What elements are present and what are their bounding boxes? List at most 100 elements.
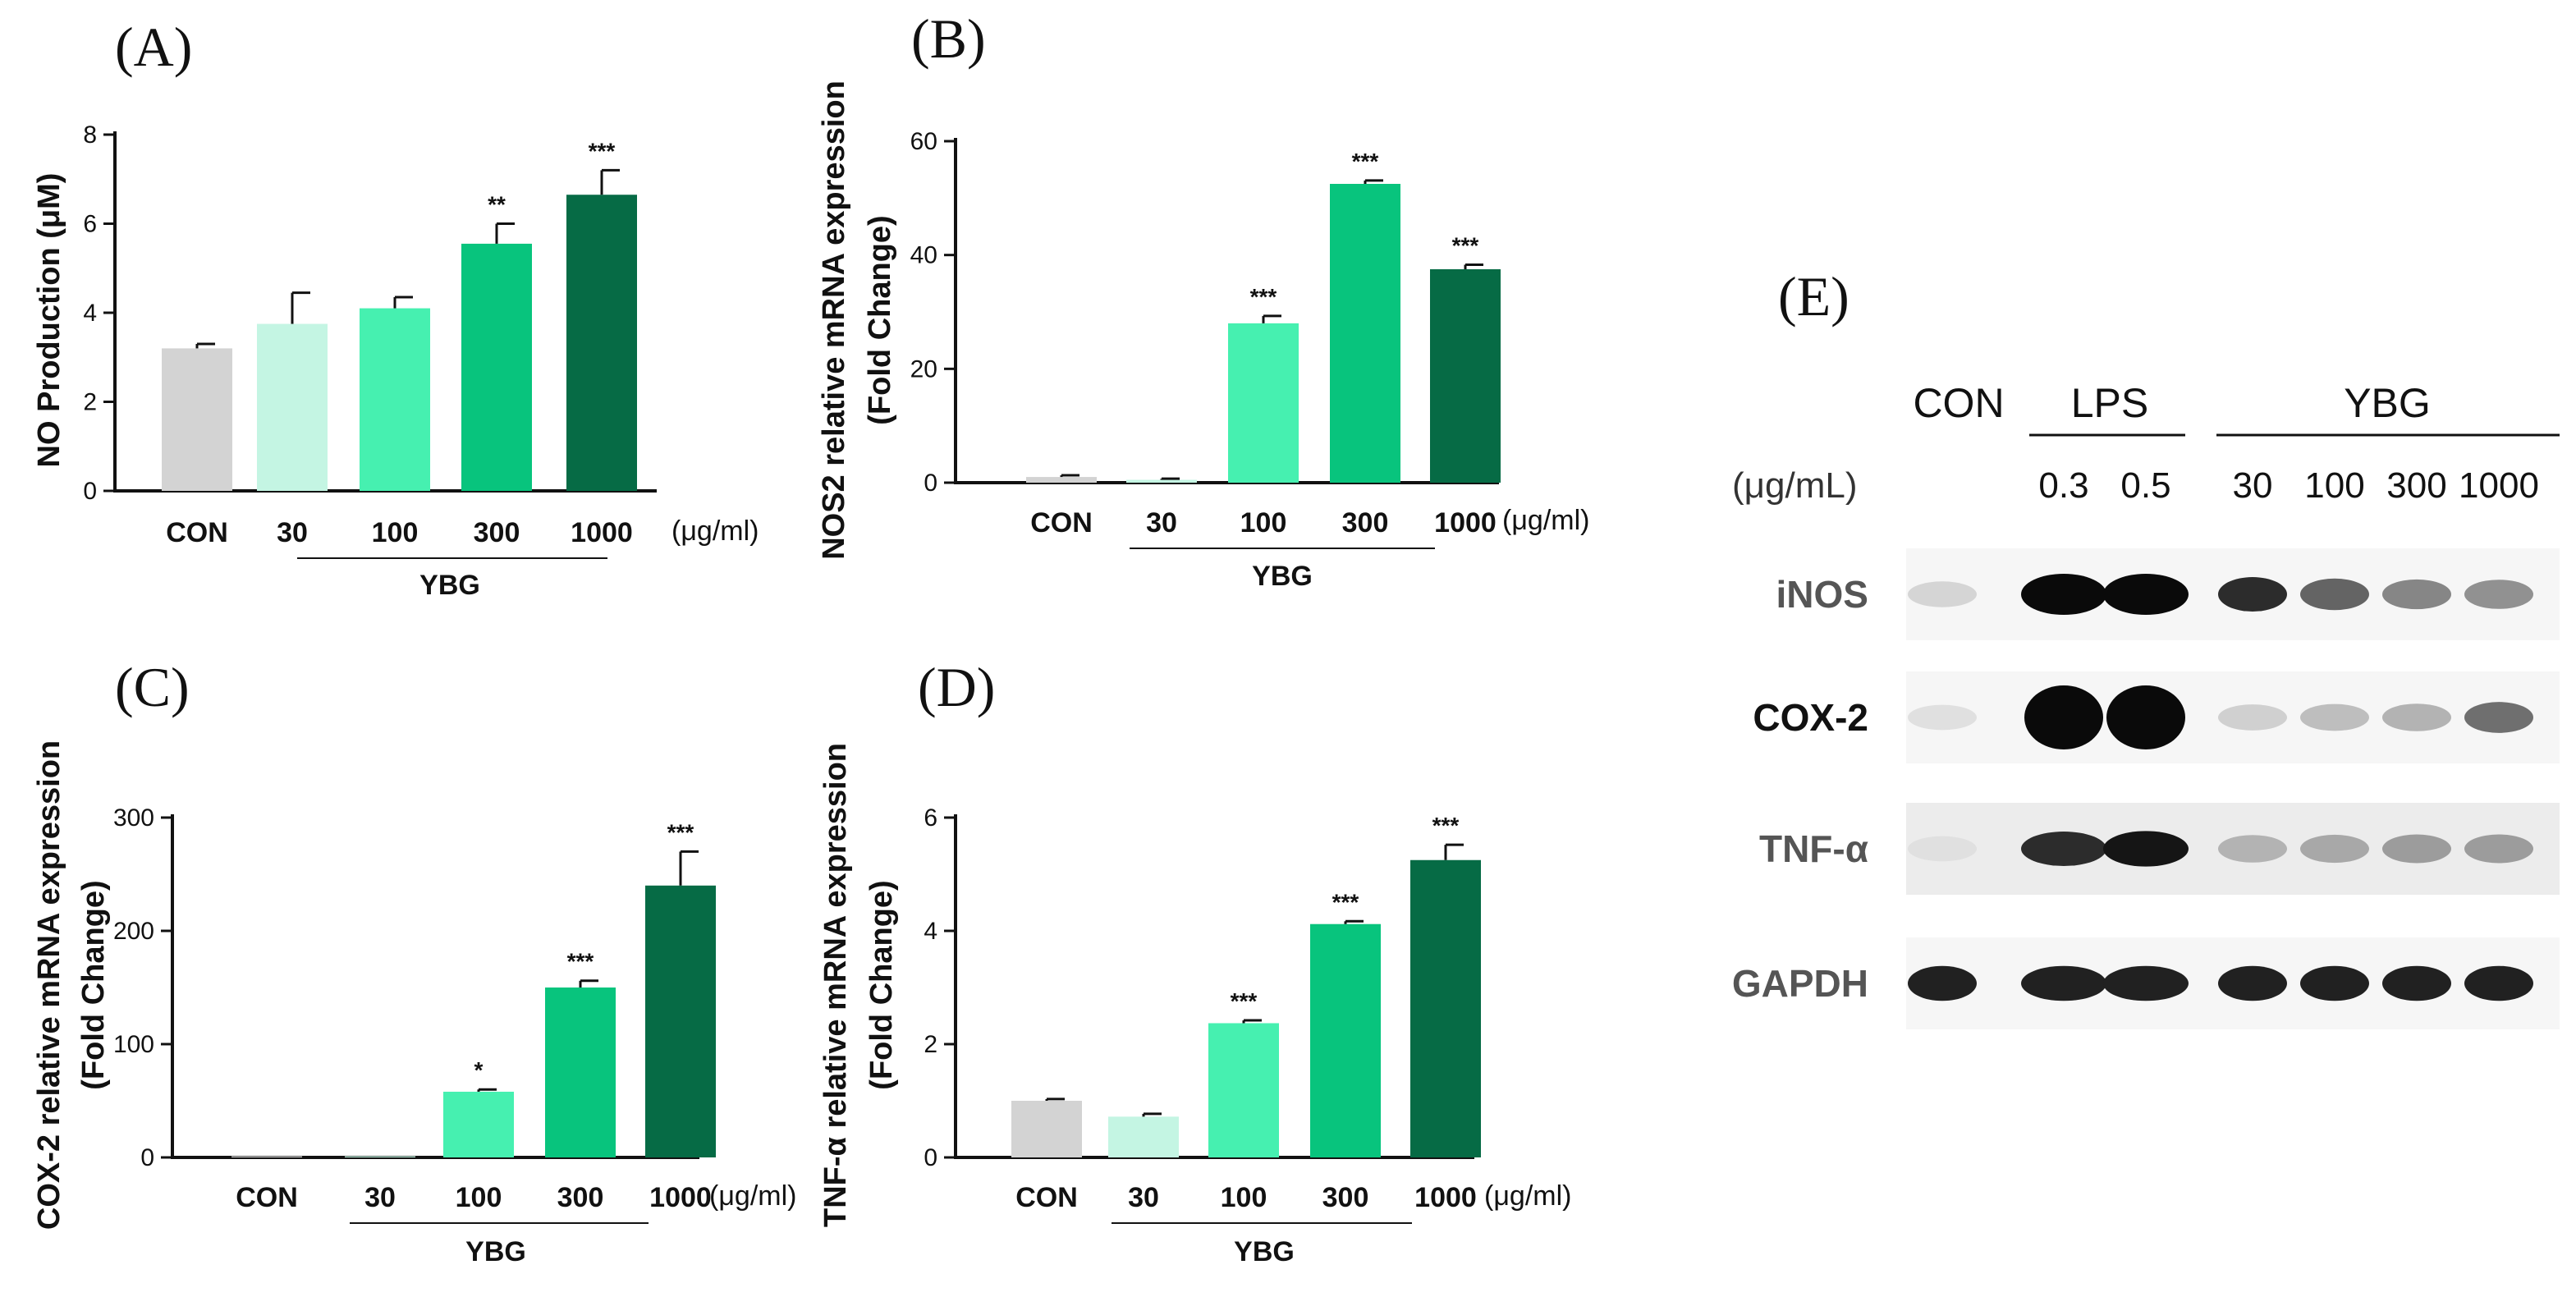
wb-band	[2300, 965, 2369, 1001]
significance-label: ***	[667, 819, 694, 845]
bar-30	[1108, 1116, 1179, 1157]
y-tick-label: 4	[83, 300, 97, 327]
wb-row-label: iNOS	[1776, 573, 1868, 616]
significance-label: ***	[589, 138, 616, 163]
category-label: 100	[372, 517, 419, 548]
bar-CON	[1011, 1101, 1082, 1157]
bar-100	[1228, 323, 1299, 483]
wb-header-con: CON	[1913, 380, 2004, 426]
wb-blots	[1906, 548, 2560, 1029]
category-label: 1000	[1434, 507, 1497, 538]
category-label: CON	[236, 1182, 298, 1213]
bar-100	[443, 1091, 514, 1157]
bar-300	[545, 988, 616, 1157]
bar-100	[360, 308, 430, 491]
wb-band	[2021, 832, 2106, 866]
bar-300	[1310, 923, 1381, 1157]
category-label: 100	[1240, 507, 1287, 538]
wb-band	[2382, 579, 2451, 610]
panel-c-ylabel-2: (Fold Change)	[76, 880, 111, 1089]
wb-band	[2106, 685, 2185, 749]
category-label: 300	[1322, 1182, 1369, 1213]
significance-label: ***	[1452, 232, 1479, 258]
bar-300	[461, 243, 532, 491]
bar-1000	[1430, 269, 1501, 483]
panel-a-letter: (A)	[115, 16, 192, 78]
wb-band	[2464, 702, 2533, 733]
category-label: CON	[1030, 507, 1093, 538]
panel-b-ylabel-2: (Fold Change)	[863, 215, 897, 424]
wb-header-lps: LPS	[2071, 380, 2149, 426]
panel-c-ylabel-1: COX-2 relative mRNA expression	[32, 740, 66, 1230]
bar-300	[1330, 184, 1400, 483]
category-label: CON	[1015, 1182, 1078, 1213]
wb-band	[2218, 577, 2287, 612]
panel-d-letter: (D)	[918, 656, 995, 718]
panel-c-letter: (C)	[115, 656, 190, 718]
category-label: CON	[166, 517, 228, 548]
significance-label: ***	[1250, 284, 1277, 309]
panel-a-ylabel: NO Production (μM)	[32, 173, 66, 468]
wb-band	[2300, 834, 2369, 864]
wb-band	[2218, 704, 2287, 731]
category-label: 30	[1146, 507, 1177, 538]
wb-dose-label: 100	[2304, 465, 2364, 506]
wb-band	[2382, 834, 2451, 864]
panel-d-unit-label: (μg/ml)	[1484, 1180, 1571, 1212]
wb-band	[2464, 965, 2533, 1001]
category-label: 30	[364, 1182, 396, 1213]
y-tick-label: 100	[113, 1031, 154, 1058]
y-tick-label: 0	[83, 478, 97, 505]
y-tick-label: 40	[910, 242, 937, 269]
bar-CON	[162, 348, 232, 491]
panel-e: (E) CON LPS YBG (μg/mL) 0.3 0.5 30 100 300 10…	[1732, 265, 2560, 1029]
significance-label: ***	[1432, 813, 1460, 838]
wb-row-labels: iNOS COX-2 TNF-α GAPDH	[1732, 573, 1868, 1005]
panel-d-ylabel-2: (Fold Change)	[864, 880, 899, 1089]
wb-dose-labels: 0.3 0.5 30 100 300 1000	[2038, 465, 2539, 506]
panel-b-plot: 0 20 40 60 CON 30 *** 100 *** 300 *** 1000	[910, 128, 1501, 549]
panel-b-ylabel-1: NOS2 relative mRNA expression	[817, 80, 851, 560]
panel-c-plot: 0 100 200 300 CON 30 * 100 *** 300 *** 1000	[113, 804, 716, 1224]
wb-row-label: TNF-α	[1759, 827, 1868, 870]
wb-band	[2021, 574, 2106, 615]
category-label: 100	[456, 1182, 502, 1213]
category-label: 30	[277, 517, 308, 548]
panel-d: (D) TNF-α relative mRNA expression (Fold…	[818, 656, 1571, 1267]
category-label: 300	[1342, 507, 1389, 538]
wb-band	[1908, 581, 1977, 607]
y-tick-label: 60	[910, 128, 937, 155]
panel-b-group-label: YBG	[1252, 561, 1313, 592]
wb-band	[2218, 835, 2287, 863]
panel-a-group-label: YBG	[419, 570, 480, 601]
panel-b-unit-label: (μg/ml)	[1502, 505, 1589, 536]
wb-band	[2021, 965, 2106, 1001]
category-label: 30	[1128, 1182, 1159, 1213]
category-label: 300	[474, 517, 520, 548]
panel-b: (B) NOS2 relative mRNA expression (Fold …	[817, 7, 1589, 592]
bar-CON	[1026, 477, 1097, 483]
wb-dose-label: 1000	[2459, 465, 2539, 506]
panel-c-group-label: YBG	[465, 1236, 526, 1267]
wb-band	[2300, 578, 2369, 611]
y-tick-label: 300	[113, 804, 154, 832]
y-tick-label: 0	[924, 1144, 937, 1171]
significance-label: *	[474, 1057, 484, 1083]
bar-30	[257, 323, 328, 491]
category-label: 1000	[571, 517, 633, 548]
panel-d-group-label: YBG	[1234, 1236, 1295, 1267]
wb-band	[2103, 831, 2189, 867]
y-tick-label: 4	[924, 918, 937, 945]
y-tick-label: 0	[140, 1144, 154, 1171]
panel-a-unit-label: (μg/ml)	[672, 516, 759, 547]
panel-d-ylabel-1: TNF-α relative mRNA expression	[818, 743, 853, 1227]
bar-100	[1208, 1023, 1279, 1157]
wb-band	[2464, 580, 2533, 609]
panel-a: (A) NO Production (μM) 0 2 4 6 8 CON 30 100 ** 30…	[32, 16, 759, 601]
wb-row-label: COX-2	[1753, 696, 1868, 739]
wb-band	[2218, 965, 2287, 1001]
wb-band	[1908, 836, 1977, 862]
wb-band	[2300, 703, 2369, 731]
significance-label: ***	[1231, 988, 1258, 1014]
